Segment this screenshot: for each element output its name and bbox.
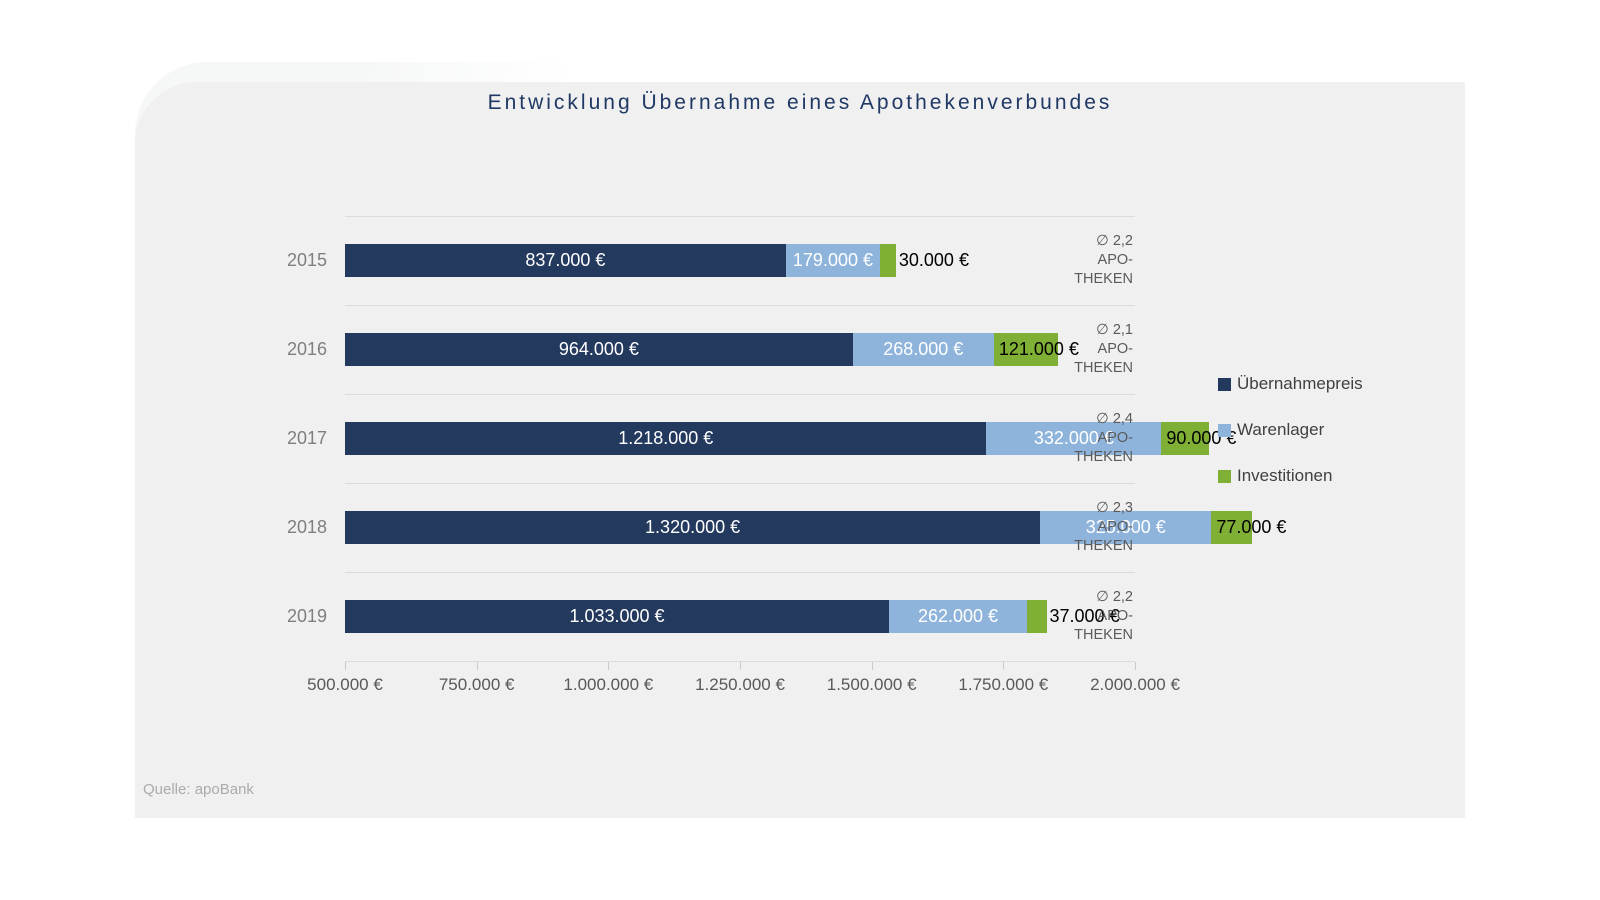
- x-axis-tick-label: 2.000.000 €: [1090, 675, 1180, 694]
- x-axis-tick-label: 1.750.000 €: [958, 675, 1049, 694]
- bar-segment-value-label: 30.000 €: [898, 250, 969, 270]
- category-label: 2016: [286, 339, 327, 359]
- bar-segment-warenlager: 262.000 €: [889, 600, 1028, 633]
- annotation-line: APO-: [1097, 252, 1133, 268]
- legend-label: Investitionen: [1237, 466, 1333, 485]
- plot-area: 500.000 € 750.000 € 1.000.000 € 1.250.000 €…: [287, 216, 1286, 694]
- bar-segment-investitionen: [993, 333, 1058, 366]
- category-label: 2019: [286, 606, 327, 626]
- annotation-line: ∅ 2,2: [1096, 233, 1133, 249]
- legend: Übernahmepreis Warenlager Investitionen: [1218, 374, 1363, 512]
- apotheken-annotation: ∅ 2,3 APO- THEKEN: [993, 483, 1133, 572]
- chart-title: Entwicklung Übernahme eines Apothekenver…: [487, 91, 1113, 114]
- annotation-line: THEKEN: [1074, 627, 1133, 643]
- annotation-line: APO-: [1097, 341, 1133, 357]
- legend-item: Investitionen: [1218, 466, 1363, 486]
- annotation-line: APO-: [1097, 430, 1133, 446]
- x-axis-line: [345, 661, 1135, 662]
- bar-segment-investitionen: [1027, 600, 1047, 633]
- bar-segment-warenlager: 325.000 €: [1040, 511, 1212, 544]
- band-gridline: [345, 572, 1135, 573]
- bar-segment-uebernahmepreis: 1.033.000 €: [345, 600, 890, 633]
- legend-swatch: [1218, 377, 1231, 391]
- annotation-line: THEKEN: [1074, 449, 1133, 465]
- legend-item: Warenlager: [1218, 420, 1363, 440]
- bar-segment-value-label: 37.000 €: [1049, 606, 1120, 626]
- annotation-line: APO-: [1097, 519, 1133, 535]
- legend-swatch: [1218, 469, 1231, 483]
- x-axis-tick-label: 500.000 €: [307, 675, 383, 694]
- bar-segment-uebernahmepreis: 1.320.000 €: [345, 511, 1041, 544]
- apotheken-annotation: ∅ 2,1 APO- THEKEN: [993, 305, 1133, 394]
- bar-segment-value-label: 121.000 €: [998, 339, 1079, 359]
- axis-tick-mark: [871, 662, 873, 670]
- axis-tick-mark: [1135, 662, 1136, 670]
- category-label: 2017: [286, 428, 327, 448]
- bar-segment-warenlager: 179.000 €: [785, 244, 881, 277]
- bar-segment-uebernahmepreis: 964.000 €: [345, 333, 853, 366]
- bar-segment-investitionen: [1161, 422, 1209, 455]
- bar-segment-uebernahmepreis: 1.218.000 €: [345, 422, 987, 455]
- bar-segment-investitionen: [880, 244, 896, 277]
- source-caption: Quelle: apoBank: [143, 781, 254, 798]
- annotation-line: THEKEN: [1074, 360, 1133, 376]
- x-axis-tick-label: 1.250.000 €: [695, 675, 785, 694]
- axis-tick-mark: [608, 662, 610, 670]
- x-axis-tick-label: 1.500.000 €: [826, 675, 917, 694]
- axis-tick-mark: [476, 662, 478, 670]
- axis-tick-mark: [740, 662, 741, 670]
- annotation-line: ∅ 2,2: [1096, 589, 1133, 605]
- bar-segment-warenlager: 332.000 €: [986, 422, 1162, 455]
- bar-segment-uebernahmepreis: 837.000 €: [345, 244, 786, 277]
- axis-tick-mark: [345, 662, 346, 670]
- legend-swatch: [1218, 423, 1231, 437]
- legend-item: Übernahmepreis: [1218, 374, 1363, 394]
- bar-segment-investitionen: [1211, 511, 1252, 544]
- axis-tick-mark: [1003, 662, 1005, 670]
- annotation-line: ∅ 2,4: [1096, 411, 1133, 427]
- band-gridline: [345, 394, 1135, 395]
- band-gridline: [345, 483, 1135, 484]
- bar-segment-warenlager: 268.000 €: [852, 333, 994, 366]
- apotheken-annotation: ∅ 2,4 APO- THEKEN: [993, 394, 1133, 483]
- bar-segment-value-label: 77.000 €: [1216, 517, 1287, 537]
- x-axis-tick-label: 750.000 €: [438, 675, 515, 694]
- category-label: 2015: [286, 250, 327, 270]
- annotation-line: ∅ 2,3: [1096, 500, 1133, 516]
- band-gridline: [345, 216, 1135, 217]
- band-gridline: [345, 305, 1135, 306]
- annotation-line: ∅ 2,1: [1096, 322, 1133, 338]
- x-axis-tick-label: 1.000.000 €: [563, 675, 654, 694]
- legend-label: Warenlager: [1237, 420, 1325, 439]
- annotation-line: APO-: [1097, 608, 1133, 624]
- annotation-line: THEKEN: [1074, 538, 1133, 554]
- annotation-line: THEKEN: [1074, 271, 1133, 287]
- legend-label: Übernahmepreis: [1237, 374, 1363, 393]
- chart-panel: Entwicklung Übernahme eines Apothekenver…: [135, 82, 1465, 818]
- apotheken-annotation: ∅ 2,2 APO- THEKEN: [993, 572, 1133, 661]
- category-label: 2018: [286, 517, 327, 537]
- apotheken-annotation: ∅ 2,2 APO- THEKEN: [993, 216, 1133, 305]
